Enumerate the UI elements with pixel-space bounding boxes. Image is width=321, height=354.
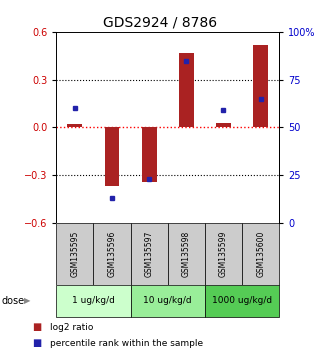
Bar <box>56 223 93 285</box>
Bar <box>142 127 157 182</box>
Bar <box>205 223 242 285</box>
Bar <box>168 223 205 285</box>
Text: GDS2924 / 8786: GDS2924 / 8786 <box>103 16 218 30</box>
Bar <box>216 123 231 127</box>
Text: GSM135596: GSM135596 <box>108 231 117 277</box>
Text: GSM135600: GSM135600 <box>256 231 265 277</box>
Text: GSM135598: GSM135598 <box>182 231 191 277</box>
Text: ■: ■ <box>32 322 41 332</box>
Bar <box>131 285 205 317</box>
Text: 1 ug/kg/d: 1 ug/kg/d <box>72 296 115 306</box>
Bar <box>205 285 279 317</box>
Bar <box>105 127 119 186</box>
Text: ▶: ▶ <box>24 296 30 306</box>
Text: log2 ratio: log2 ratio <box>50 323 93 332</box>
Bar <box>242 223 279 285</box>
Text: 1000 ug/kg/d: 1000 ug/kg/d <box>212 296 272 306</box>
Text: percentile rank within the sample: percentile rank within the sample <box>50 339 203 348</box>
Text: dose: dose <box>2 296 25 306</box>
Bar <box>56 285 131 317</box>
Bar <box>253 45 268 127</box>
Text: ■: ■ <box>32 338 41 348</box>
Text: GSM135595: GSM135595 <box>70 231 79 277</box>
Bar <box>179 53 194 127</box>
Bar <box>67 124 82 127</box>
Bar <box>93 223 131 285</box>
Bar <box>131 223 168 285</box>
Text: 10 ug/kg/d: 10 ug/kg/d <box>143 296 192 306</box>
Text: GSM135599: GSM135599 <box>219 231 228 277</box>
Text: GSM135597: GSM135597 <box>145 231 154 277</box>
